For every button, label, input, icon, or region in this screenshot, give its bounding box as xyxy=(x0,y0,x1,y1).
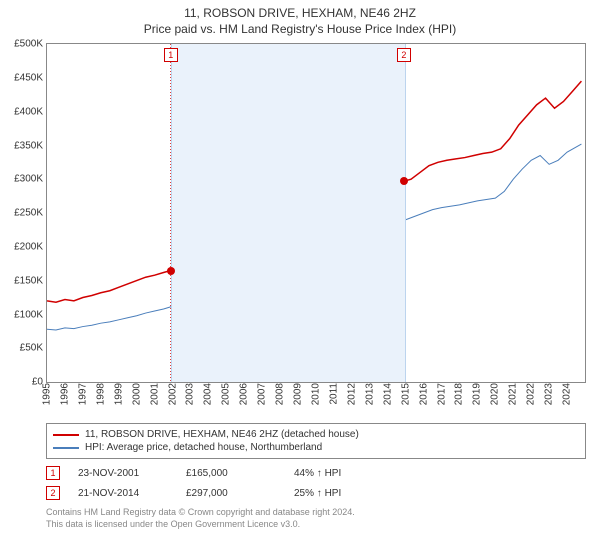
x-tick-label: 2022 xyxy=(524,383,537,405)
x-tick-label: 2009 xyxy=(291,383,304,405)
x-tick-label: 2007 xyxy=(255,383,268,405)
event-dot xyxy=(167,267,175,275)
y-tick-label: £350K xyxy=(14,140,47,151)
x-tick-label: 2001 xyxy=(147,383,160,405)
event-delta: 44% ↑ HPI xyxy=(294,468,384,479)
x-tick-label: 2004 xyxy=(201,383,214,405)
chart-area: £0£50K£100K£150K£200K£250K£300K£350K£400… xyxy=(46,43,586,383)
y-tick-label: £450K xyxy=(14,72,47,83)
y-tick-label: £300K xyxy=(14,174,47,185)
footer-line: Contains HM Land Registry data © Crown c… xyxy=(46,507,586,519)
legend-label: HPI: Average price, detached house, Nort… xyxy=(85,442,322,453)
x-axis-ticks: 1995199619971998199920002001200220032004… xyxy=(46,383,586,419)
footer-line: This data is licensed under the Open Gov… xyxy=(46,519,586,531)
y-tick-label: £250K xyxy=(14,208,47,219)
transaction-band xyxy=(171,44,406,382)
event-delta: 25% ↑ HPI xyxy=(294,488,384,499)
event-marker: 1 xyxy=(164,48,178,62)
chart-title: 11, ROBSON DRIVE, HEXHAM, NE46 2HZ Price… xyxy=(0,0,600,37)
x-tick-label: 2012 xyxy=(344,383,357,405)
x-tick-label: 1999 xyxy=(111,383,124,405)
x-tick-label: 1996 xyxy=(57,383,70,405)
y-tick-label: £500K xyxy=(14,39,47,50)
event-row: 2 21-NOV-2014 £297,000 25% ↑ HPI xyxy=(46,483,586,503)
legend-label: 11, ROBSON DRIVE, HEXHAM, NE46 2HZ (deta… xyxy=(85,429,359,440)
x-tick-label: 2010 xyxy=(309,383,322,405)
event-price: £297,000 xyxy=(186,488,276,499)
event-price: £165,000 xyxy=(186,468,276,479)
event-number-box: 1 xyxy=(46,466,60,480)
y-tick-label: £50K xyxy=(20,343,47,354)
legend-swatch xyxy=(53,447,79,449)
title-line-1: 11, ROBSON DRIVE, HEXHAM, NE46 2HZ xyxy=(0,6,600,22)
footer: Contains HM Land Registry data © Crown c… xyxy=(46,507,586,530)
x-tick-label: 2005 xyxy=(219,383,232,405)
x-tick-label: 2000 xyxy=(129,383,142,405)
legend: 11, ROBSON DRIVE, HEXHAM, NE46 2HZ (deta… xyxy=(46,423,586,459)
x-tick-label: 2018 xyxy=(452,383,465,405)
title-line-2: Price paid vs. HM Land Registry's House … xyxy=(0,22,600,38)
event-number-box: 2 xyxy=(46,486,60,500)
y-tick-label: £100K xyxy=(14,309,47,320)
x-tick-label: 2013 xyxy=(362,383,375,405)
event-date: 23-NOV-2001 xyxy=(78,468,168,479)
x-tick-label: 2011 xyxy=(326,383,339,405)
x-tick-label: 1995 xyxy=(40,383,53,405)
x-tick-label: 1997 xyxy=(75,383,88,405)
x-tick-label: 2019 xyxy=(470,383,483,405)
x-tick-label: 2024 xyxy=(560,383,573,405)
x-tick-label: 2015 xyxy=(398,383,411,405)
legend-swatch xyxy=(53,434,79,436)
event-row: 1 23-NOV-2001 £165,000 44% ↑ HPI xyxy=(46,463,586,483)
y-tick-label: £400K xyxy=(14,106,47,117)
y-tick-label: £150K xyxy=(14,275,47,286)
legend-row: 11, ROBSON DRIVE, HEXHAM, NE46 2HZ (deta… xyxy=(53,428,579,441)
y-tick-label: £200K xyxy=(14,241,47,252)
events-table: 1 23-NOV-2001 £165,000 44% ↑ HPI 2 21-NO… xyxy=(46,463,586,503)
x-tick-label: 2006 xyxy=(237,383,250,405)
event-date: 21-NOV-2014 xyxy=(78,488,168,499)
x-tick-label: 2017 xyxy=(434,383,447,405)
x-tick-label: 2008 xyxy=(273,383,286,405)
event-marker: 2 xyxy=(397,48,411,62)
x-tick-label: 2014 xyxy=(380,383,393,405)
x-tick-label: 2021 xyxy=(506,383,519,405)
x-tick-label: 2002 xyxy=(165,383,178,405)
plot-region: £0£50K£100K£150K£200K£250K£300K£350K£400… xyxy=(46,43,586,383)
x-tick-label: 2020 xyxy=(488,383,501,405)
legend-row: HPI: Average price, detached house, Nort… xyxy=(53,441,579,454)
x-tick-label: 2023 xyxy=(542,383,555,405)
x-tick-label: 1998 xyxy=(93,383,106,405)
x-tick-label: 2016 xyxy=(416,383,429,405)
event-dot xyxy=(400,177,408,185)
x-tick-label: 2003 xyxy=(183,383,196,405)
